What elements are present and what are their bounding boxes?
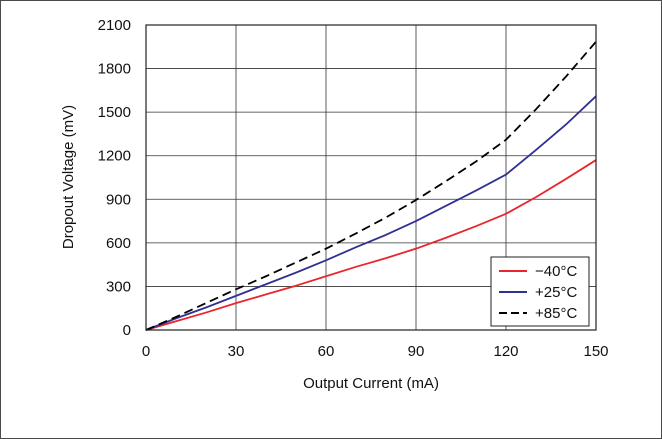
x-tick-label: 0: [142, 343, 150, 360]
series-line: [145, 159, 597, 331]
plot-border: [145, 24, 597, 331]
y-tick-label: 2100: [98, 17, 131, 34]
y-tick-label: 600: [106, 235, 131, 252]
x-tick-label: 30: [228, 343, 245, 360]
grid-lines: [146, 25, 596, 330]
y-tick-label: 1800: [98, 61, 131, 78]
x-axis-label: Output Current (mA): [303, 375, 439, 392]
y-tick-label: 0: [123, 322, 131, 339]
series-layer: [145, 41, 597, 331]
x-tick-labels: 0 30 60 90 120 150: [142, 343, 609, 360]
y-tick-label: 1200: [98, 148, 131, 165]
legend-label: +25°C: [535, 284, 577, 301]
y-axis-label: Dropout Voltage (mV): [60, 105, 77, 249]
legend: −40°C +25°C +85°C: [490, 256, 590, 327]
x-tick-label: 150: [583, 343, 608, 360]
legend-label: −40°C: [535, 263, 577, 280]
y-tick-label: 300: [106, 278, 131, 295]
x-tick-label: 120: [493, 343, 518, 360]
x-tick-label: 90: [408, 343, 425, 360]
y-tick-label: 1500: [98, 104, 131, 121]
y-tick-labels: 0 300 600 900 1200 1500 1800 2100: [98, 17, 131, 339]
y-tick-label: 900: [106, 191, 131, 208]
series-line: [145, 95, 597, 331]
x-tick-label: 60: [318, 343, 335, 360]
legend-label: +85°C: [535, 305, 577, 322]
